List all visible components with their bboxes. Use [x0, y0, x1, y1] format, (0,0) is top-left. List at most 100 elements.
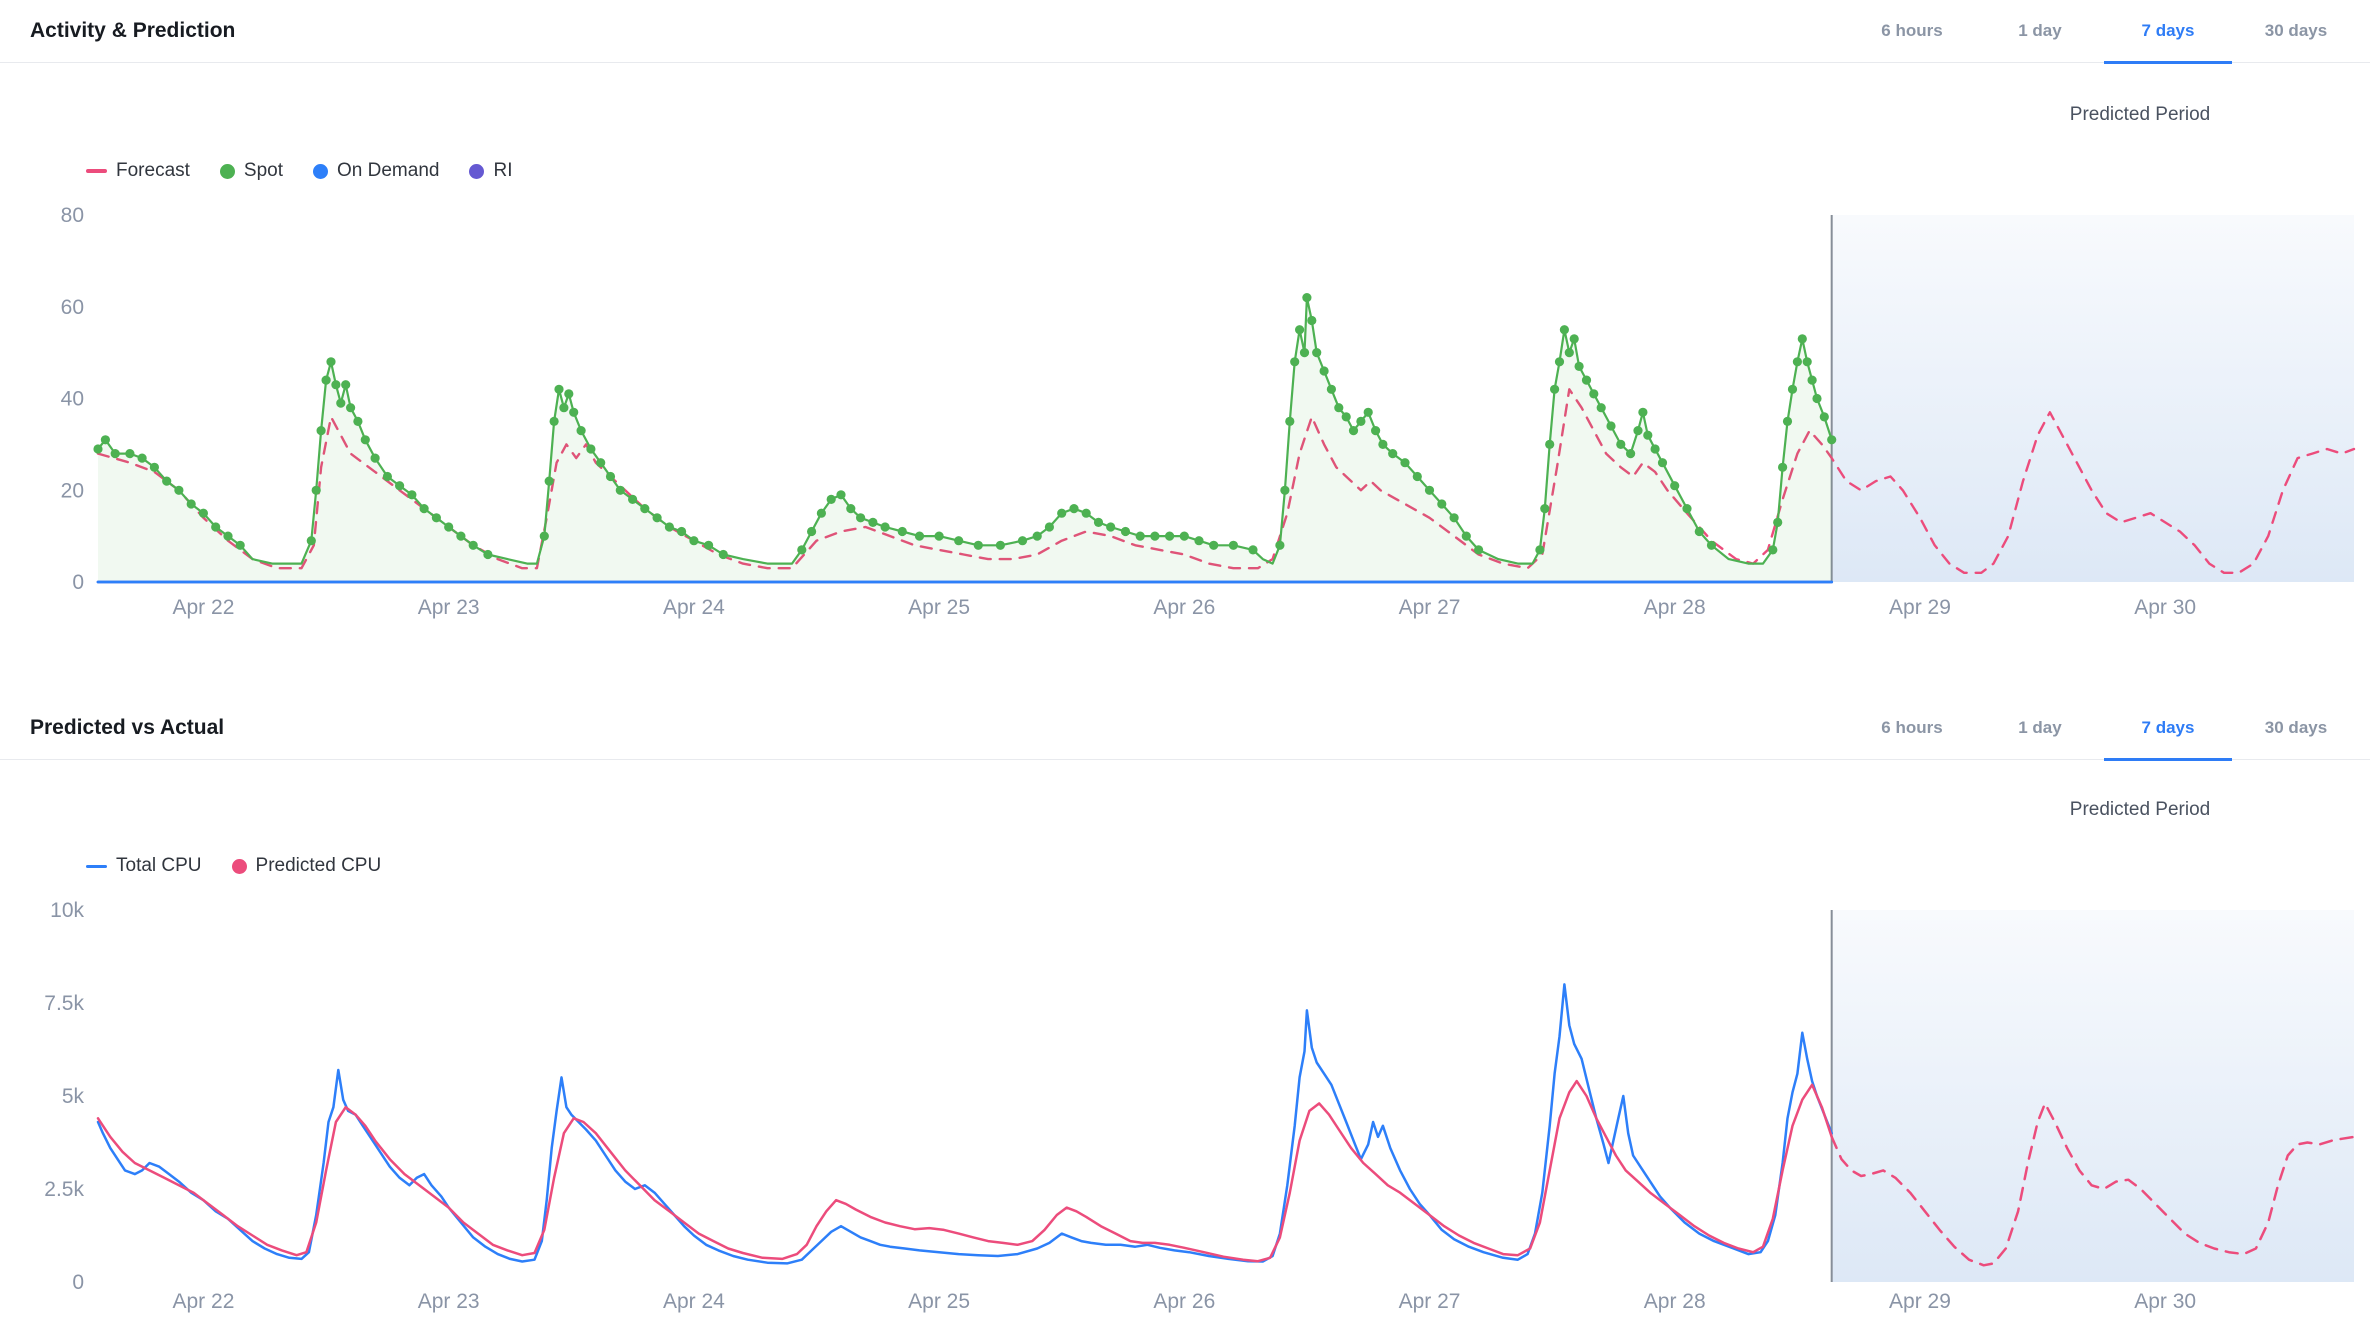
- x-tick-label: Apr 25: [908, 596, 970, 619]
- spot-point-marker: [370, 453, 380, 463]
- spot-point-marker: [125, 449, 135, 459]
- tab-1-day[interactable]: 1 day: [2018, 718, 2062, 737]
- x-tick-label: Apr 25: [908, 1290, 970, 1313]
- x-tick-label: Apr 27: [1399, 1290, 1461, 1313]
- spot-point-marker: [596, 458, 606, 468]
- spot-point-marker: [1106, 522, 1116, 532]
- spot-point-marker: [1388, 449, 1398, 459]
- y-tick-label: 40: [61, 388, 84, 411]
- legend-item-predicted-cpu[interactable]: Predicted CPU: [231, 855, 381, 877]
- spot-point-marker: [1540, 504, 1550, 514]
- spot-point-marker: [1412, 471, 1422, 482]
- spot-point-marker: [1554, 357, 1565, 367]
- spot-area: [98, 297, 1832, 582]
- spot-point-marker: [1670, 481, 1680, 491]
- spot-point-marker: [689, 536, 699, 546]
- spot-point-marker: [468, 540, 478, 550]
- spot-point-marker: [664, 522, 675, 532]
- spot-point-marker: [868, 517, 878, 528]
- predicted-vs-actual-header: Predicted vs Actual 6 hours 1 day 7 days…: [0, 697, 2370, 761]
- spot-point-marker: [1348, 426, 1359, 436]
- spot-point-marker: [1574, 361, 1584, 371]
- x-tick-label: Apr 22: [173, 596, 235, 619]
- spot-point-marker: [549, 416, 559, 426]
- spot-point-marker: [1606, 421, 1616, 431]
- predicted-period-label: Predicted Period: [2069, 104, 2211, 125]
- spot-point-marker: [1334, 403, 1344, 413]
- spot-point-marker: [1326, 384, 1336, 394]
- spot-point-marker: [1228, 540, 1238, 550]
- legend-label-spot: Spot: [243, 160, 284, 181]
- spot-point-marker: [1550, 384, 1560, 394]
- legend-label-forecast: Forecast: [116, 160, 190, 181]
- spot-point-marker: [419, 504, 429, 514]
- spot-point-marker: [1437, 499, 1447, 509]
- tab-30-days[interactable]: 30 days: [2264, 718, 2328, 737]
- spot-point-marker: [1706, 540, 1717, 550]
- tab-1-day[interactable]: 1 day: [2018, 21, 2062, 40]
- tab-7-days[interactable]: 7 days: [2104, 0, 2232, 64]
- spot-point-marker: [1559, 325, 1569, 335]
- spot-point-marker: [483, 549, 493, 560]
- tab-6-hours[interactable]: 6 hours: [1881, 21, 1943, 40]
- spot-point-marker: [1626, 449, 1636, 459]
- legend-item-total-cpu[interactable]: Total CPU: [86, 855, 202, 877]
- spot-point-marker: [1312, 348, 1322, 358]
- spot-point-marker: [1120, 526, 1131, 537]
- spot-point-marker: [1275, 540, 1285, 550]
- y-tick-label: 10k: [50, 899, 84, 922]
- spot-point-marker: [353, 416, 363, 426]
- spot-point-marker: [1682, 504, 1692, 514]
- y-tick-label: 5k: [62, 1085, 85, 1108]
- spot-point-marker: [569, 407, 579, 417]
- spot-point-marker: [1535, 545, 1545, 555]
- spot-point-marker: [914, 531, 925, 541]
- spot-point-marker: [162, 476, 172, 486]
- y-tick-label: 0: [72, 1271, 84, 1294]
- spot-point-marker: [1787, 384, 1798, 394]
- legend-item-spot[interactable]: Spot: [219, 160, 284, 182]
- spot-point-marker: [360, 435, 370, 445]
- spot-point-marker: [1093, 517, 1104, 528]
- spot-point-marker: [235, 540, 245, 550]
- tab-7-days[interactable]: 7 days: [2104, 697, 2232, 761]
- spot-point-marker: [1581, 375, 1592, 385]
- spot-point-marker: [1032, 531, 1042, 541]
- spot-point-marker: [856, 513, 866, 523]
- legend-item-ri[interactable]: RI: [469, 160, 512, 182]
- predicted-period-region: [1831, 215, 2354, 582]
- spot-point-marker: [336, 398, 346, 408]
- spot-point-marker: [1179, 531, 1189, 541]
- predicted-cpu-dot-icon: [231, 858, 247, 874]
- spot-point-marker: [1596, 403, 1606, 413]
- spot-point-marker: [1773, 517, 1783, 528]
- x-tick-label: Apr 26: [1153, 596, 1215, 619]
- x-tick-label: Apr 29: [1889, 1290, 1951, 1313]
- legend-item-forecast[interactable]: Forecast: [86, 160, 190, 182]
- spot-point-marker: [1209, 540, 1219, 550]
- spot-point-marker: [1792, 357, 1802, 367]
- tab-6-hours[interactable]: 6 hours: [1881, 718, 1943, 737]
- ri-dot-icon: [469, 163, 485, 179]
- spot-point-marker: [934, 531, 944, 541]
- spot-point-marker: [1827, 435, 1837, 445]
- spot-point-marker: [539, 531, 549, 541]
- cpu-chart-legend: Total CPU Predicted CPU: [86, 855, 381, 877]
- x-tick-label: Apr 23: [418, 1290, 480, 1313]
- spot-point-marker: [559, 403, 569, 413]
- spot-point-marker: [321, 375, 331, 385]
- x-tick-label: Apr 30: [2134, 596, 2196, 619]
- spot-point-marker: [1449, 513, 1459, 523]
- spot-point-marker: [1280, 485, 1290, 495]
- legend-item-on-demand[interactable]: On Demand: [313, 160, 439, 182]
- spot-point-marker: [897, 526, 907, 537]
- predicted-period-region: [1831, 910, 2354, 1282]
- tab-30-days[interactable]: 30 days: [2264, 21, 2328, 40]
- spot-point-marker: [605, 471, 616, 482]
- spot-point-marker: [807, 526, 817, 537]
- y-tick-label: 0: [72, 571, 84, 594]
- spot-point-marker: [1768, 545, 1778, 555]
- spot-point-marker: [346, 403, 356, 413]
- spot-point-marker: [211, 522, 221, 532]
